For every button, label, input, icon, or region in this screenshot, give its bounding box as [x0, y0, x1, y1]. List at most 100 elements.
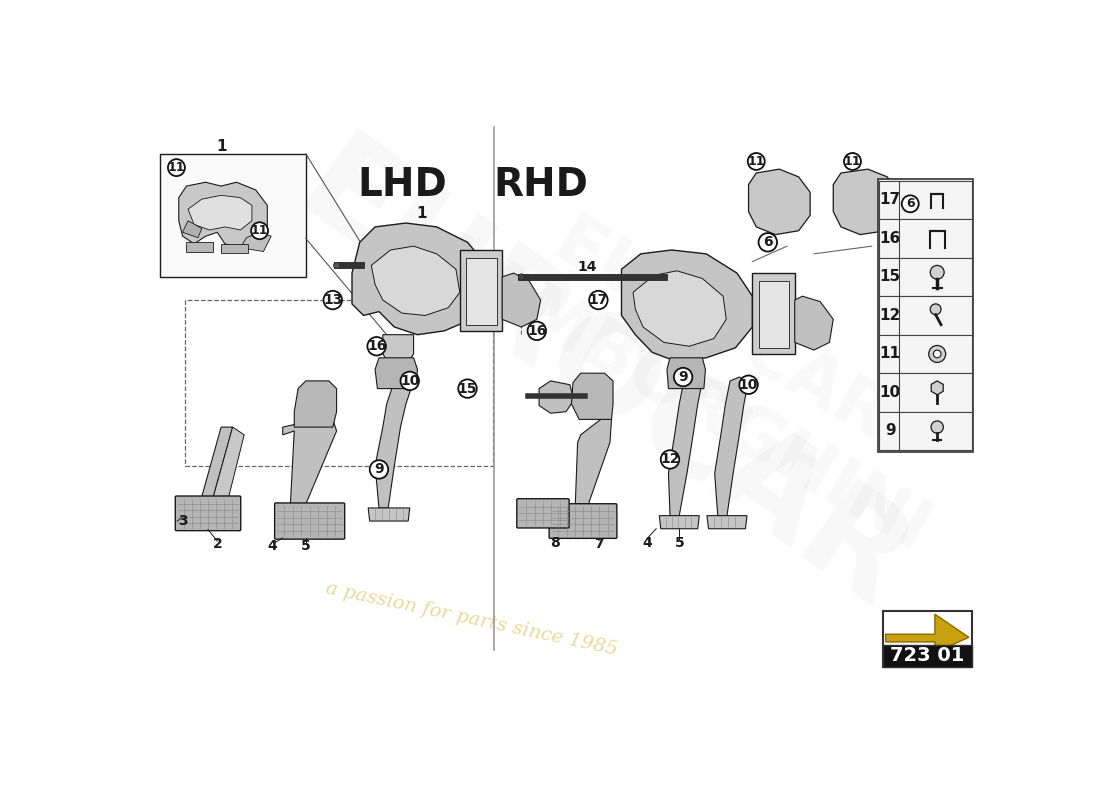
Polygon shape [383, 334, 414, 366]
Circle shape [902, 195, 918, 212]
Text: 11: 11 [167, 161, 185, 174]
Polygon shape [575, 419, 612, 504]
Text: LHD: LHD [358, 166, 447, 203]
Bar [880, 373, 972, 412]
Text: EUROCAR: EUROCAR [274, 125, 931, 637]
Circle shape [748, 153, 764, 170]
Text: RHD: RHD [493, 166, 588, 203]
Polygon shape [241, 232, 271, 251]
Polygon shape [759, 281, 790, 348]
Text: 4: 4 [642, 536, 652, 550]
Text: 15: 15 [880, 270, 901, 285]
Circle shape [323, 291, 342, 310]
Bar [882, 611, 972, 666]
Bar [880, 219, 972, 258]
Circle shape [931, 421, 944, 434]
Text: 15: 15 [458, 382, 477, 395]
Polygon shape [539, 381, 574, 414]
Text: 17: 17 [880, 193, 901, 207]
Text: 6: 6 [906, 198, 914, 210]
Text: 11: 11 [251, 224, 268, 238]
Polygon shape [188, 195, 252, 230]
FancyBboxPatch shape [517, 498, 569, 528]
Bar [185, 300, 493, 466]
FancyBboxPatch shape [549, 504, 617, 538]
Text: 8: 8 [550, 536, 560, 550]
Text: 14: 14 [578, 260, 596, 274]
Polygon shape [794, 296, 834, 350]
Bar [882, 645, 972, 666]
Polygon shape [372, 246, 460, 315]
Circle shape [367, 337, 386, 355]
Polygon shape [183, 221, 202, 238]
Text: 3: 3 [178, 514, 187, 528]
Text: 9: 9 [374, 462, 384, 477]
Text: 10: 10 [400, 374, 419, 388]
Text: 9: 9 [884, 423, 895, 438]
Text: 11: 11 [880, 346, 901, 362]
Circle shape [661, 450, 680, 469]
Polygon shape [667, 358, 705, 389]
Circle shape [251, 222, 268, 239]
Circle shape [400, 372, 419, 390]
Polygon shape [352, 223, 486, 334]
Bar [880, 334, 972, 373]
Text: 11: 11 [844, 155, 861, 168]
Polygon shape [283, 419, 337, 504]
Text: 16: 16 [367, 339, 386, 354]
FancyBboxPatch shape [275, 503, 344, 539]
Polygon shape [752, 273, 794, 354]
Text: 5: 5 [674, 536, 684, 550]
Polygon shape [295, 381, 337, 427]
Text: 12: 12 [660, 453, 680, 466]
Circle shape [931, 304, 940, 314]
Text: 1: 1 [216, 138, 227, 154]
Bar [878, 179, 974, 452]
Circle shape [459, 379, 476, 398]
Circle shape [928, 346, 946, 362]
Polygon shape [659, 516, 700, 529]
Polygon shape [221, 244, 249, 253]
Polygon shape [502, 273, 541, 327]
Text: 4: 4 [267, 539, 283, 554]
Polygon shape [202, 427, 233, 496]
Circle shape [931, 266, 944, 279]
Text: 11: 11 [748, 155, 764, 168]
Text: 10: 10 [739, 378, 758, 392]
Polygon shape [707, 516, 747, 529]
Text: 13: 13 [323, 293, 342, 307]
Polygon shape [932, 381, 943, 394]
Text: 723 01: 723 01 [890, 646, 965, 666]
Polygon shape [178, 182, 267, 248]
Circle shape [370, 460, 388, 478]
Circle shape [739, 375, 758, 394]
Circle shape [168, 159, 185, 176]
Text: 7: 7 [594, 537, 604, 551]
Text: 2: 2 [212, 537, 222, 551]
Bar [880, 181, 972, 219]
Text: 16: 16 [527, 324, 547, 338]
Polygon shape [669, 377, 703, 516]
Circle shape [674, 368, 692, 386]
Text: a passion for parts since 1985: a passion for parts since 1985 [323, 580, 619, 659]
Circle shape [528, 322, 546, 340]
Text: 17: 17 [588, 293, 608, 307]
Polygon shape [460, 250, 502, 331]
Text: 9: 9 [679, 370, 688, 384]
Circle shape [844, 153, 861, 170]
Polygon shape [572, 373, 613, 419]
Text: EUROCAR
LAMBORGHINI: EUROCAR LAMBORGHINI [425, 163, 980, 568]
Polygon shape [375, 358, 418, 389]
Text: 6: 6 [763, 235, 772, 250]
Polygon shape [186, 242, 213, 251]
Polygon shape [368, 508, 409, 521]
Polygon shape [834, 169, 899, 234]
Text: 5: 5 [301, 539, 310, 554]
Bar [880, 412, 972, 450]
Bar [880, 258, 972, 296]
Polygon shape [634, 270, 726, 346]
Bar [880, 296, 972, 334]
Circle shape [590, 291, 607, 310]
Text: 10: 10 [880, 385, 901, 400]
Circle shape [759, 233, 777, 251]
